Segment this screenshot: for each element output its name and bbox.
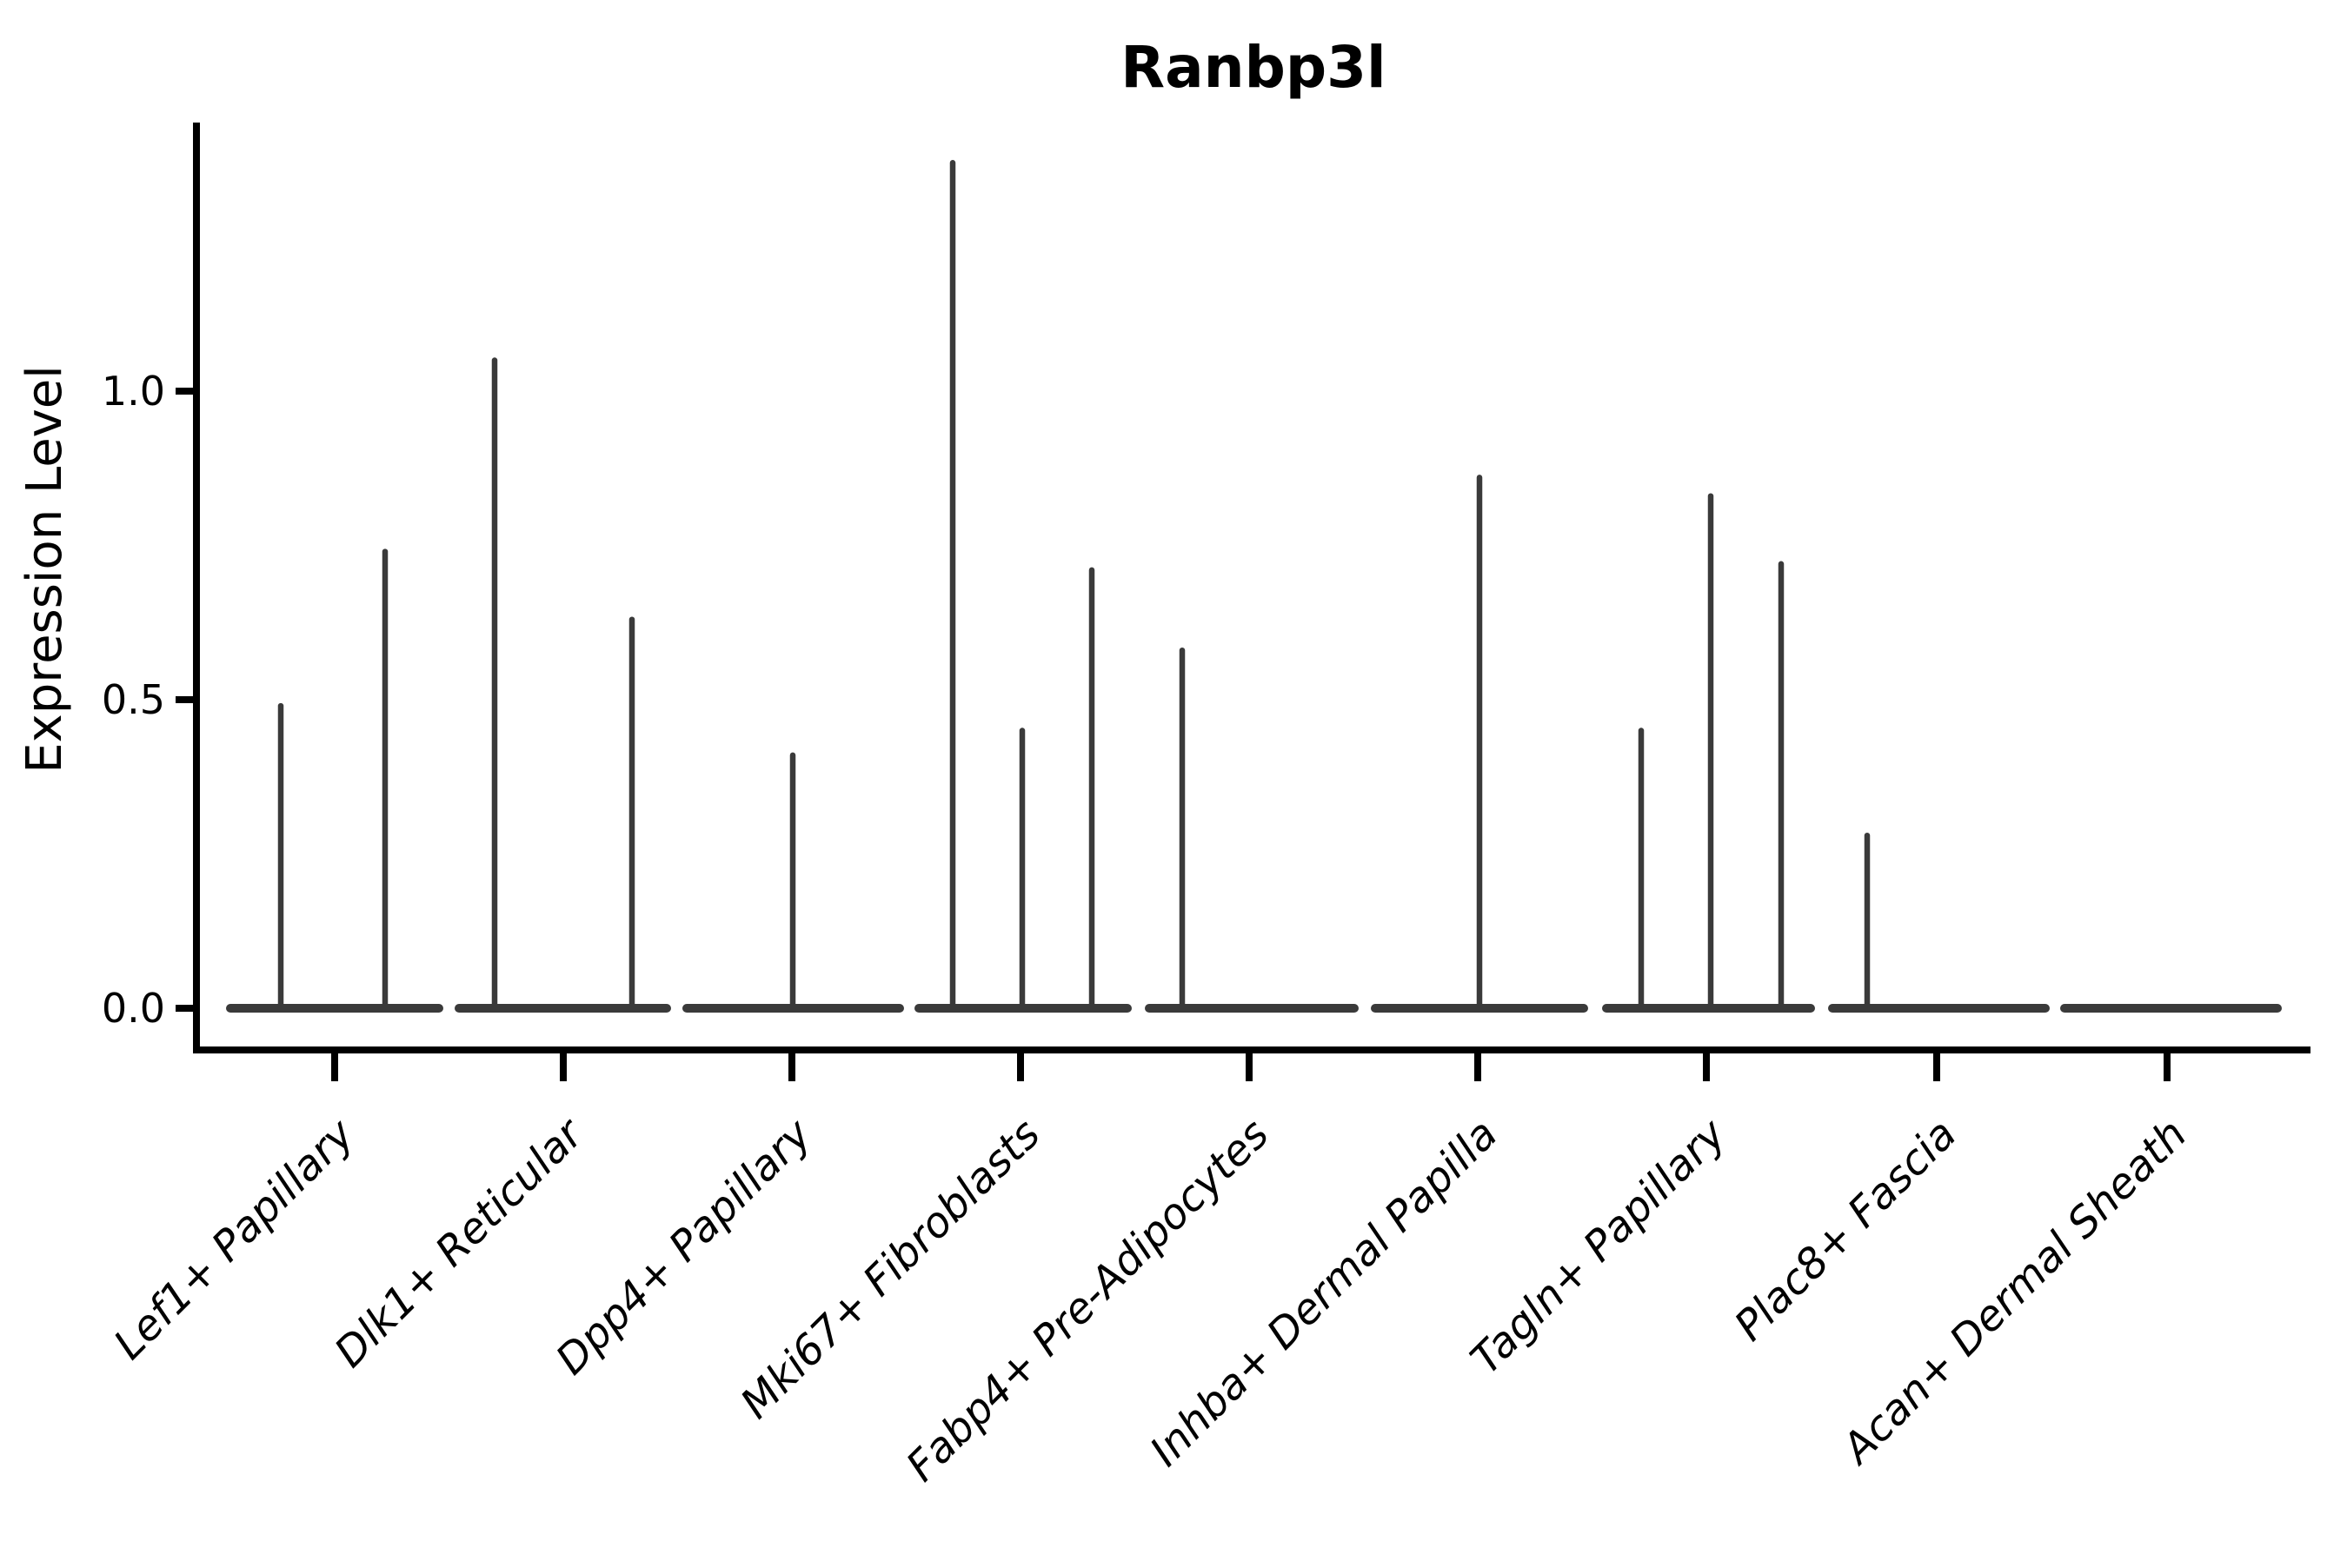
x-axis-ticks [331,1050,2171,1081]
x-tick-label: Fabp4+ Pre-Adipocytes [897,1110,1279,1492]
chart-title: Ranbp3l [1120,34,1386,101]
y-axis-ticks: 0.0 0.5 1.0 [102,368,196,1032]
x-tick-label: Dlk1+ Reticular [325,1108,595,1378]
x-tick-label: Dpp4+ Papillary [547,1109,821,1384]
x-tick-label: Plac8+ Fascia [1725,1110,1966,1351]
y-tick-label: 0.5 [102,676,165,723]
violin-group [226,160,2282,1013]
y-tick-label: 0.0 [102,985,165,1032]
y-tick-label: 1.0 [102,368,165,415]
axes-spines [193,123,2310,1053]
y-axis-label: Expression Level [17,365,73,774]
x-tick-label: Tagln+ Papillary [1461,1109,1736,1384]
x-tick-label: Lef1+ Papillary [104,1109,364,1369]
